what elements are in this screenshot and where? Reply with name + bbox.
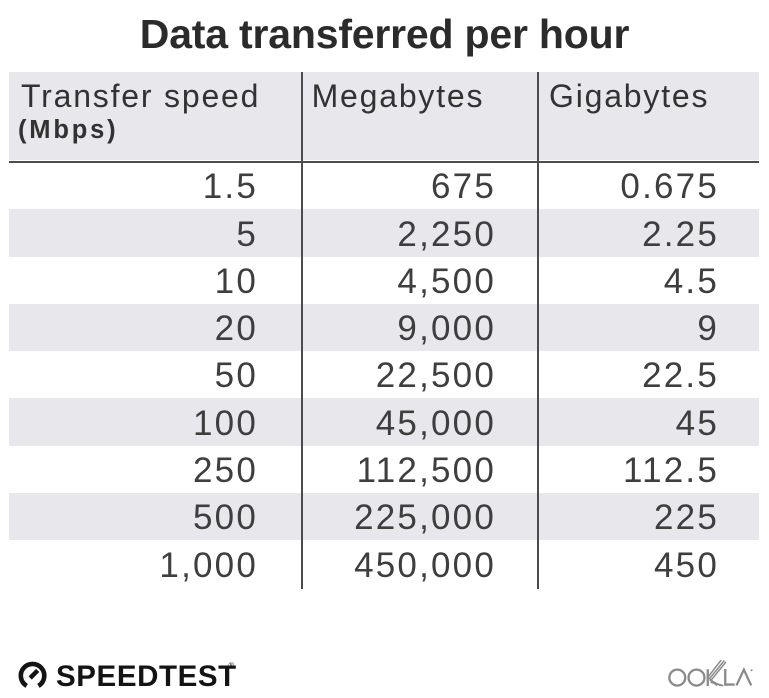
svg-text:®: ® [229, 661, 235, 670]
svg-text:SPEEDTEST: SPEEDTEST [56, 660, 237, 693]
